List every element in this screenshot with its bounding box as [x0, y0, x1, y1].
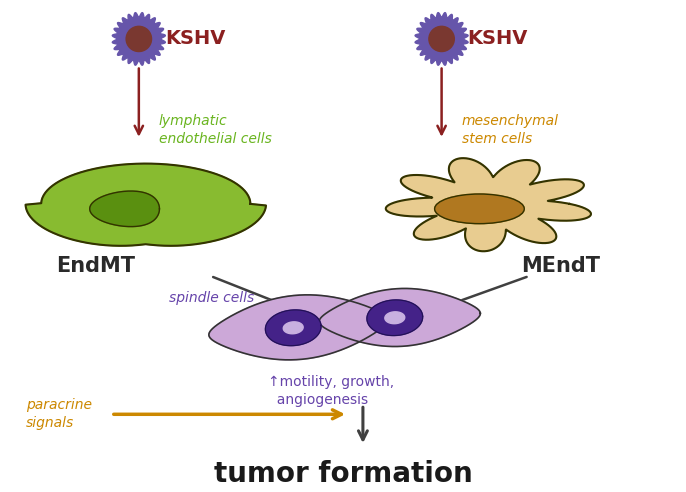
Text: EndMT: EndMT: [56, 256, 135, 276]
Polygon shape: [386, 158, 591, 251]
Text: spindle cells: spindle cells: [169, 291, 254, 305]
Polygon shape: [319, 288, 480, 346]
Ellipse shape: [435, 194, 524, 224]
Polygon shape: [209, 295, 388, 360]
Text: KSHV: KSHV: [166, 30, 226, 48]
Polygon shape: [385, 312, 405, 324]
Polygon shape: [25, 163, 266, 246]
Text: ↑motility, growth,
  angiogenesis: ↑motility, growth, angiogenesis: [268, 375, 394, 407]
Text: tumor formation: tumor formation: [213, 460, 473, 488]
Text: mesenchymal
stem cells: mesenchymal stem cells: [462, 114, 558, 146]
Circle shape: [429, 26, 454, 52]
Polygon shape: [367, 300, 423, 336]
Polygon shape: [265, 310, 321, 346]
Polygon shape: [283, 322, 303, 334]
Polygon shape: [415, 13, 468, 65]
Text: MEndT: MEndT: [521, 256, 600, 276]
Text: lymphatic
endothelial cells: lymphatic endothelial cells: [158, 114, 272, 146]
Polygon shape: [113, 13, 165, 65]
Text: KSHV: KSHV: [467, 30, 528, 48]
Polygon shape: [90, 191, 159, 227]
Circle shape: [126, 26, 152, 52]
Text: paracrine
signals: paracrine signals: [26, 398, 93, 430]
